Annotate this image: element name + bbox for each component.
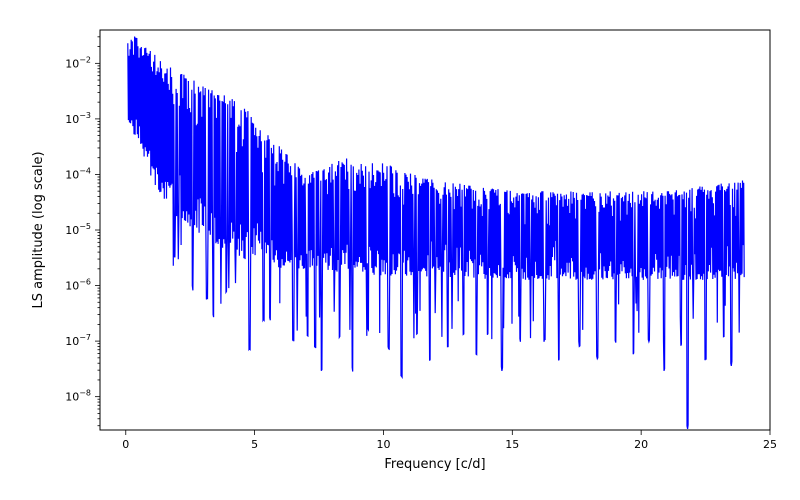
x-axis-label: Frequency [c/d] (384, 457, 485, 472)
x-tick-label: 20 (634, 438, 648, 451)
x-tick-label: 5 (251, 438, 258, 451)
x-tick-label: 10 (376, 438, 390, 451)
periodogram-chart: 0510152025 10−810−710−610−510−410−310−2 … (0, 0, 800, 500)
y-axis-label: LS amplitude (log scale) (31, 151, 46, 308)
x-tick-label: 25 (763, 438, 777, 451)
x-tick-label: 15 (505, 438, 519, 451)
x-tick-label: 0 (122, 438, 129, 451)
